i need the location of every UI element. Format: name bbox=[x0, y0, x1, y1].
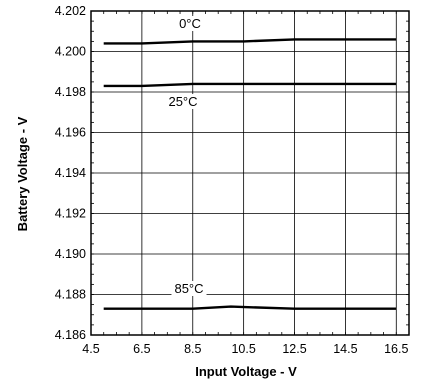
y-tick-label: 4.200 bbox=[55, 45, 86, 59]
series-label-25c: 25°C bbox=[168, 94, 197, 109]
grid bbox=[91, 10, 409, 335]
series-label-bg-2 bbox=[171, 281, 207, 296]
x-tick-label: 8.5 bbox=[184, 342, 201, 356]
plot-border bbox=[90, 10, 410, 336]
y-tick-label: 4.202 bbox=[55, 4, 86, 18]
series-line-2 bbox=[103, 305, 397, 310]
y-tick-label: 4.198 bbox=[55, 85, 86, 99]
x-tick-label: 12.5 bbox=[282, 342, 306, 356]
tick-labels: 4.5 6.5 8.5 10.5 12.5 14.5 16.5 4.202 4.200 4.198… bbox=[55, 4, 409, 356]
y-tick-label: 4.190 bbox=[55, 247, 86, 261]
series-line-0 bbox=[103, 38, 397, 45]
plot-frame bbox=[90, 10, 410, 336]
x-tick-label: 14.5 bbox=[333, 342, 357, 356]
y-axis-title: Battery Voltage - V bbox=[15, 116, 30, 231]
x-tick-label: 6.5 bbox=[133, 342, 150, 356]
y-tick-label: 4.196 bbox=[55, 126, 86, 140]
series-label-bg-0 bbox=[176, 16, 204, 31]
series-line-1 bbox=[103, 82, 397, 88]
x-tick-label: 10.5 bbox=[231, 342, 255, 356]
y-tick-label: 4.188 bbox=[55, 288, 86, 302]
x-tick-label: 4.5 bbox=[82, 342, 99, 356]
series-label-0c: 0°C bbox=[179, 16, 201, 31]
series-label-backgrounds bbox=[165, 16, 207, 296]
x-tick-label: 16.5 bbox=[384, 342, 408, 356]
x-axis-title: Input Voltage - V bbox=[195, 364, 297, 379]
y-tick-label: 4.194 bbox=[55, 166, 86, 180]
series-lines bbox=[103, 38, 397, 310]
series-label-85c: 85°C bbox=[174, 281, 203, 296]
y-tick-label: 4.186 bbox=[55, 328, 86, 342]
y-tick-label: 4.192 bbox=[55, 207, 86, 221]
series-label-bg-1 bbox=[165, 94, 201, 109]
